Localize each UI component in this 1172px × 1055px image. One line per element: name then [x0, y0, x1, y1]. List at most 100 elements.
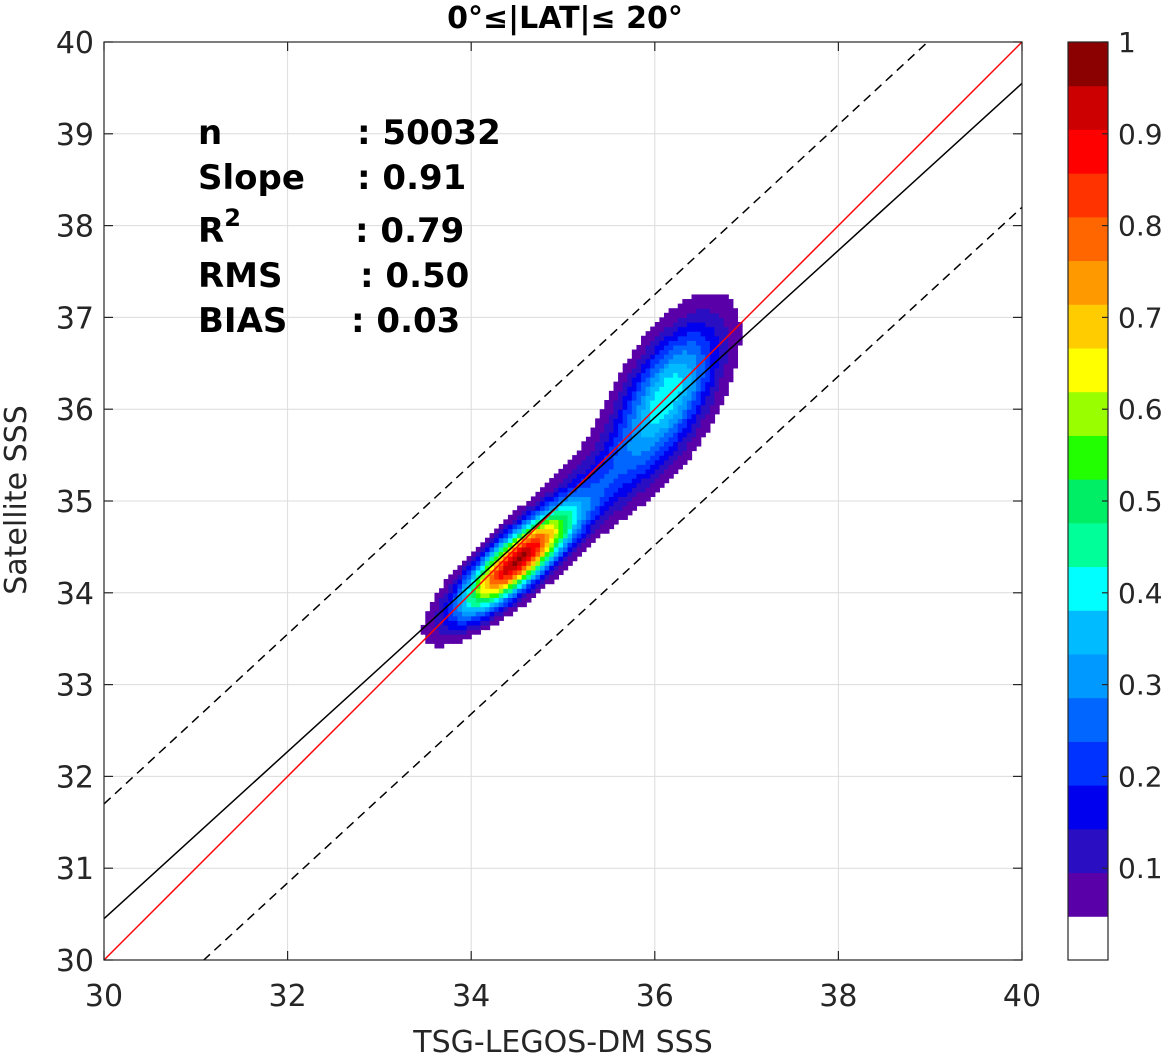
- density-cell: [530, 523, 537, 530]
- density-cell: [480, 620, 486, 626]
- density-cell: [696, 386, 702, 392]
- density-cell: [526, 583, 532, 589]
- density-cell: [641, 464, 647, 470]
- density-cell: [622, 510, 628, 516]
- density-cell: [489, 542, 495, 548]
- density-cell: [631, 487, 638, 493]
- density-cell: [462, 601, 468, 608]
- density-cell: [443, 611, 449, 617]
- density-cell: [668, 395, 674, 401]
- density-cell: [572, 464, 578, 470]
- density-cell: [668, 312, 674, 318]
- density-cell: [544, 533, 550, 539]
- density-cell: [618, 505, 624, 511]
- density-cell: [549, 546, 555, 553]
- density-cell: [654, 487, 660, 493]
- density-cell: [572, 542, 578, 548]
- density-cell: [654, 377, 660, 383]
- density-cell: [576, 450, 582, 456]
- density-cell: [677, 432, 683, 438]
- density-cell: [613, 409, 619, 415]
- density-cell: [705, 299, 711, 305]
- density-cell: [641, 395, 647, 401]
- density-cell: [549, 579, 555, 585]
- density-cell: [636, 358, 642, 364]
- density-cell: [659, 432, 665, 438]
- density-cell: [567, 551, 573, 557]
- density-cell: [462, 560, 468, 566]
- density-cell: [540, 533, 546, 539]
- density-cell: [728, 367, 734, 374]
- density-cell: [590, 482, 596, 488]
- density-cell: [613, 418, 619, 424]
- density-cell: [645, 436, 651, 442]
- density-cell: [700, 303, 706, 309]
- density-cell: [517, 601, 523, 608]
- density-cell: [618, 381, 624, 387]
- density-cell: [645, 464, 651, 470]
- density-cell: [659, 459, 665, 465]
- density-cell: [618, 409, 624, 415]
- density-cell: [705, 294, 711, 300]
- density-cell: [613, 519, 619, 525]
- density-cell: [654, 321, 660, 328]
- density-cell: [576, 464, 582, 470]
- density-cell: [645, 432, 651, 438]
- density-cell: [709, 340, 716, 346]
- density-cell: [563, 482, 569, 488]
- density-cell: [700, 299, 706, 305]
- density-cell: [484, 556, 491, 562]
- density-cell: [563, 542, 569, 548]
- density-cell: [576, 468, 582, 475]
- density-cell: [576, 487, 582, 493]
- density-cell: [631, 400, 638, 406]
- density-cell: [622, 386, 628, 392]
- density-cell: [576, 528, 582, 534]
- density-cell: [686, 441, 693, 447]
- density-cell: [700, 404, 706, 410]
- density-cell: [650, 331, 656, 337]
- density-cell: [622, 377, 628, 383]
- density-cell: [595, 528, 601, 534]
- density-cell: [498, 601, 504, 608]
- density-cell: [636, 400, 642, 406]
- density-cell: [677, 427, 683, 433]
- density-cell: [686, 400, 693, 406]
- density-cell: [631, 473, 638, 479]
- density-cell: [572, 501, 578, 507]
- density-cell: [709, 326, 716, 332]
- density-cell: [650, 400, 656, 406]
- density-cell: [677, 308, 683, 314]
- density-cell: [498, 611, 504, 617]
- x-tick-label: 34: [452, 979, 490, 1014]
- density-cell: [622, 413, 628, 419]
- density-cell: [526, 579, 532, 585]
- density-cell: [714, 312, 720, 318]
- density-cell: [512, 569, 518, 576]
- density-cell: [484, 560, 491, 566]
- density-cell: [641, 349, 647, 355]
- density-cell: [732, 340, 739, 346]
- density-cell: [567, 514, 573, 520]
- density-cell: [719, 390, 725, 397]
- density-cell: [677, 395, 683, 401]
- density-cell: [631, 459, 638, 465]
- density-cell: [641, 381, 647, 387]
- density-cell: [475, 611, 481, 617]
- density-cell: [719, 299, 725, 305]
- density-cell: [553, 496, 560, 502]
- density-cell: [682, 455, 688, 461]
- density-cell: [650, 491, 656, 498]
- density-cell: [613, 487, 619, 493]
- density-cell: [723, 299, 729, 305]
- density-cell: [462, 634, 468, 640]
- density-cell: [544, 496, 550, 502]
- density-cell: [618, 377, 624, 383]
- y-tick-label: 35: [56, 485, 94, 520]
- density-cell: [636, 381, 642, 387]
- density-cell: [466, 565, 472, 571]
- density-cell: [673, 354, 679, 360]
- density-cell: [567, 560, 573, 566]
- colorbar-swatch: [1068, 173, 1108, 218]
- density-cell: [650, 422, 656, 429]
